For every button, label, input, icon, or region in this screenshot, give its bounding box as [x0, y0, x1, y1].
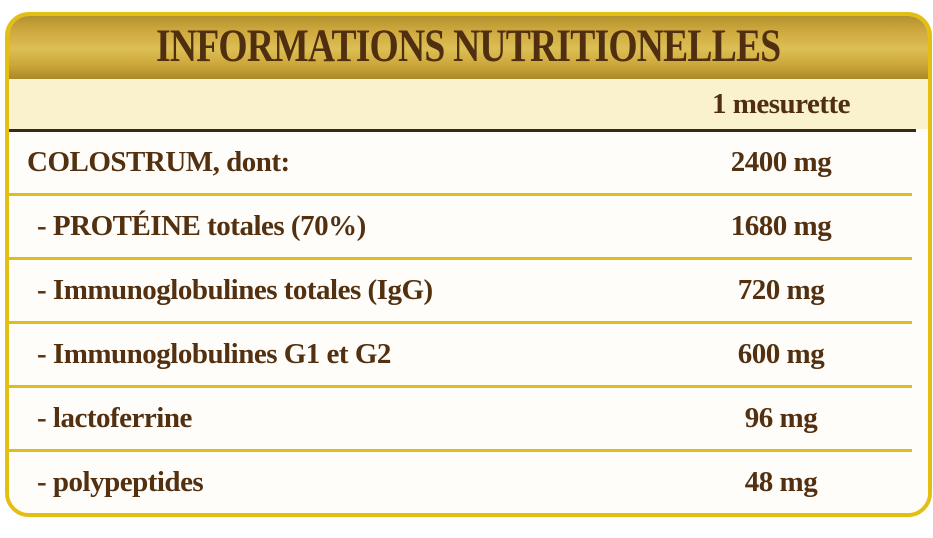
nutrition-label-card: INFORMATIONS NUTRITIONELLES 1 mesurette …	[5, 12, 932, 517]
table-row: - Immunoglobulines totales (IgG) 720 mg	[9, 260, 928, 321]
row-separator	[9, 193, 912, 196]
label-title: INFORMATIONS NUTRITIONELLES	[156, 20, 781, 72]
title-band: INFORMATIONS NUTRITIONELLES	[9, 16, 928, 79]
row-separator	[9, 321, 912, 324]
table-row: - PROTÉINE totales (70%) 1680 mg	[9, 196, 928, 257]
table-header-row: 1 mesurette	[9, 79, 928, 129]
nutrient-label: - Immunoglobulines G1 et G2	[37, 338, 391, 370]
nutrient-value: 720 mg	[737, 274, 825, 306]
table-row: - Immunoglobulines G1 et G2 600 mg	[9, 324, 928, 385]
serving-column-header: 1 mesurette	[711, 87, 851, 120]
nutrient-value: 48 mg	[744, 466, 818, 498]
table-row: - polypeptides 48 mg	[9, 452, 928, 513]
nutrient-label: COLOSTRUM, dont:	[27, 146, 290, 178]
nutrient-label: - polypeptides	[37, 466, 204, 498]
nutrient-value: 96 mg	[744, 402, 818, 434]
header-separator	[9, 129, 916, 132]
row-separator	[9, 385, 912, 388]
nutrient-label: - Immunoglobulines totales (IgG)	[37, 274, 433, 306]
table-row: COLOSTRUM, dont: 2400 mg	[9, 132, 928, 193]
nutrient-value: 2400 mg	[730, 146, 832, 178]
nutrient-label: - PROTÉINE totales (70%)	[37, 210, 366, 242]
nutrient-value: 600 mg	[737, 338, 825, 370]
nutrient-label: - lactoferrine	[37, 402, 192, 434]
table-body: COLOSTRUM, dont: 2400 mg - PROTÉINE totale…	[9, 132, 928, 513]
table-row: - lactoferrine 96 mg	[9, 388, 928, 449]
row-separator	[9, 449, 912, 452]
nutrient-value: 1680 mg	[730, 210, 832, 242]
row-separator	[9, 257, 912, 260]
